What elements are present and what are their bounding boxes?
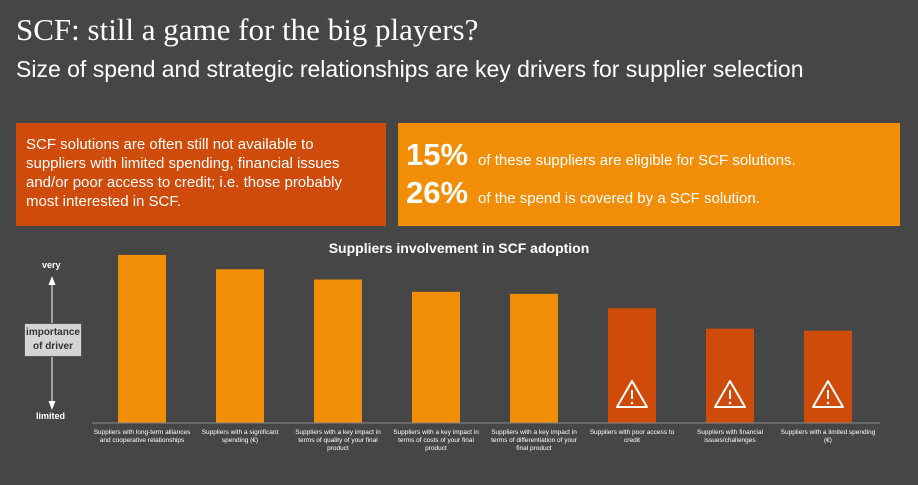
bars (118, 254, 852, 423)
page-subtitle: Size of spend and strategic relationship… (16, 56, 804, 82)
category-label-1: Suppliers with long-term alliances and c… (93, 429, 191, 444)
bar-8 (804, 330, 852, 423)
bar-5 (510, 293, 558, 423)
category-label-6: Suppliers with poor access to credit (589, 429, 675, 444)
bar-2 (216, 269, 264, 423)
category-label-7: Suppliers with financial issues/challeng… (696, 429, 764, 444)
bar-7 (706, 328, 754, 423)
warning-icon (812, 380, 844, 408)
bar-6 (608, 308, 656, 423)
stat-eligible-value: 15% (406, 137, 469, 172)
stat-eligible-text: of these suppliers are eligible for SCF … (478, 152, 796, 169)
warning-icon (616, 380, 648, 408)
category-label-3: Suppliers with a key impact in terms of … (295, 429, 381, 452)
axis-label-very: very (42, 260, 61, 270)
callout-left-text: SCF solutions are often still not availa… (26, 136, 343, 210)
callout-right: 15% of these suppliers are eligible for … (398, 123, 900, 226)
axis-label-limited: limited (36, 411, 66, 421)
stat-spend-value: 26% (406, 175, 469, 210)
category-label-2: Suppliers with a significant spending (€… (201, 429, 279, 444)
page-title: SCF: still a game for the big players? (16, 12, 479, 47)
stat-eligible: 15% of these suppliers are eligible for … (406, 137, 796, 173)
callout-left: SCF solutions are often still not availa… (16, 123, 386, 226)
warning-icon (714, 380, 746, 408)
chart-title: Suppliers involvement in SCF adoption (328, 240, 590, 256)
bar-1 (118, 254, 166, 423)
category-label-4: Suppliers with a key impact in terms of … (393, 429, 479, 452)
bar-4 (412, 291, 460, 423)
bar-3 (314, 279, 362, 423)
stat-spend: 26% of the spend is covered by a SCF sol… (406, 175, 760, 211)
category-label-8: Suppliers with a limited spending (€) (780, 429, 876, 444)
axis-label-importance: importance of driver (24, 323, 82, 357)
stat-spend-text: of the spend is covered by a SCF solutio… (478, 190, 760, 207)
category-label-5: Suppliers with a key impact in terms of … (491, 429, 577, 452)
